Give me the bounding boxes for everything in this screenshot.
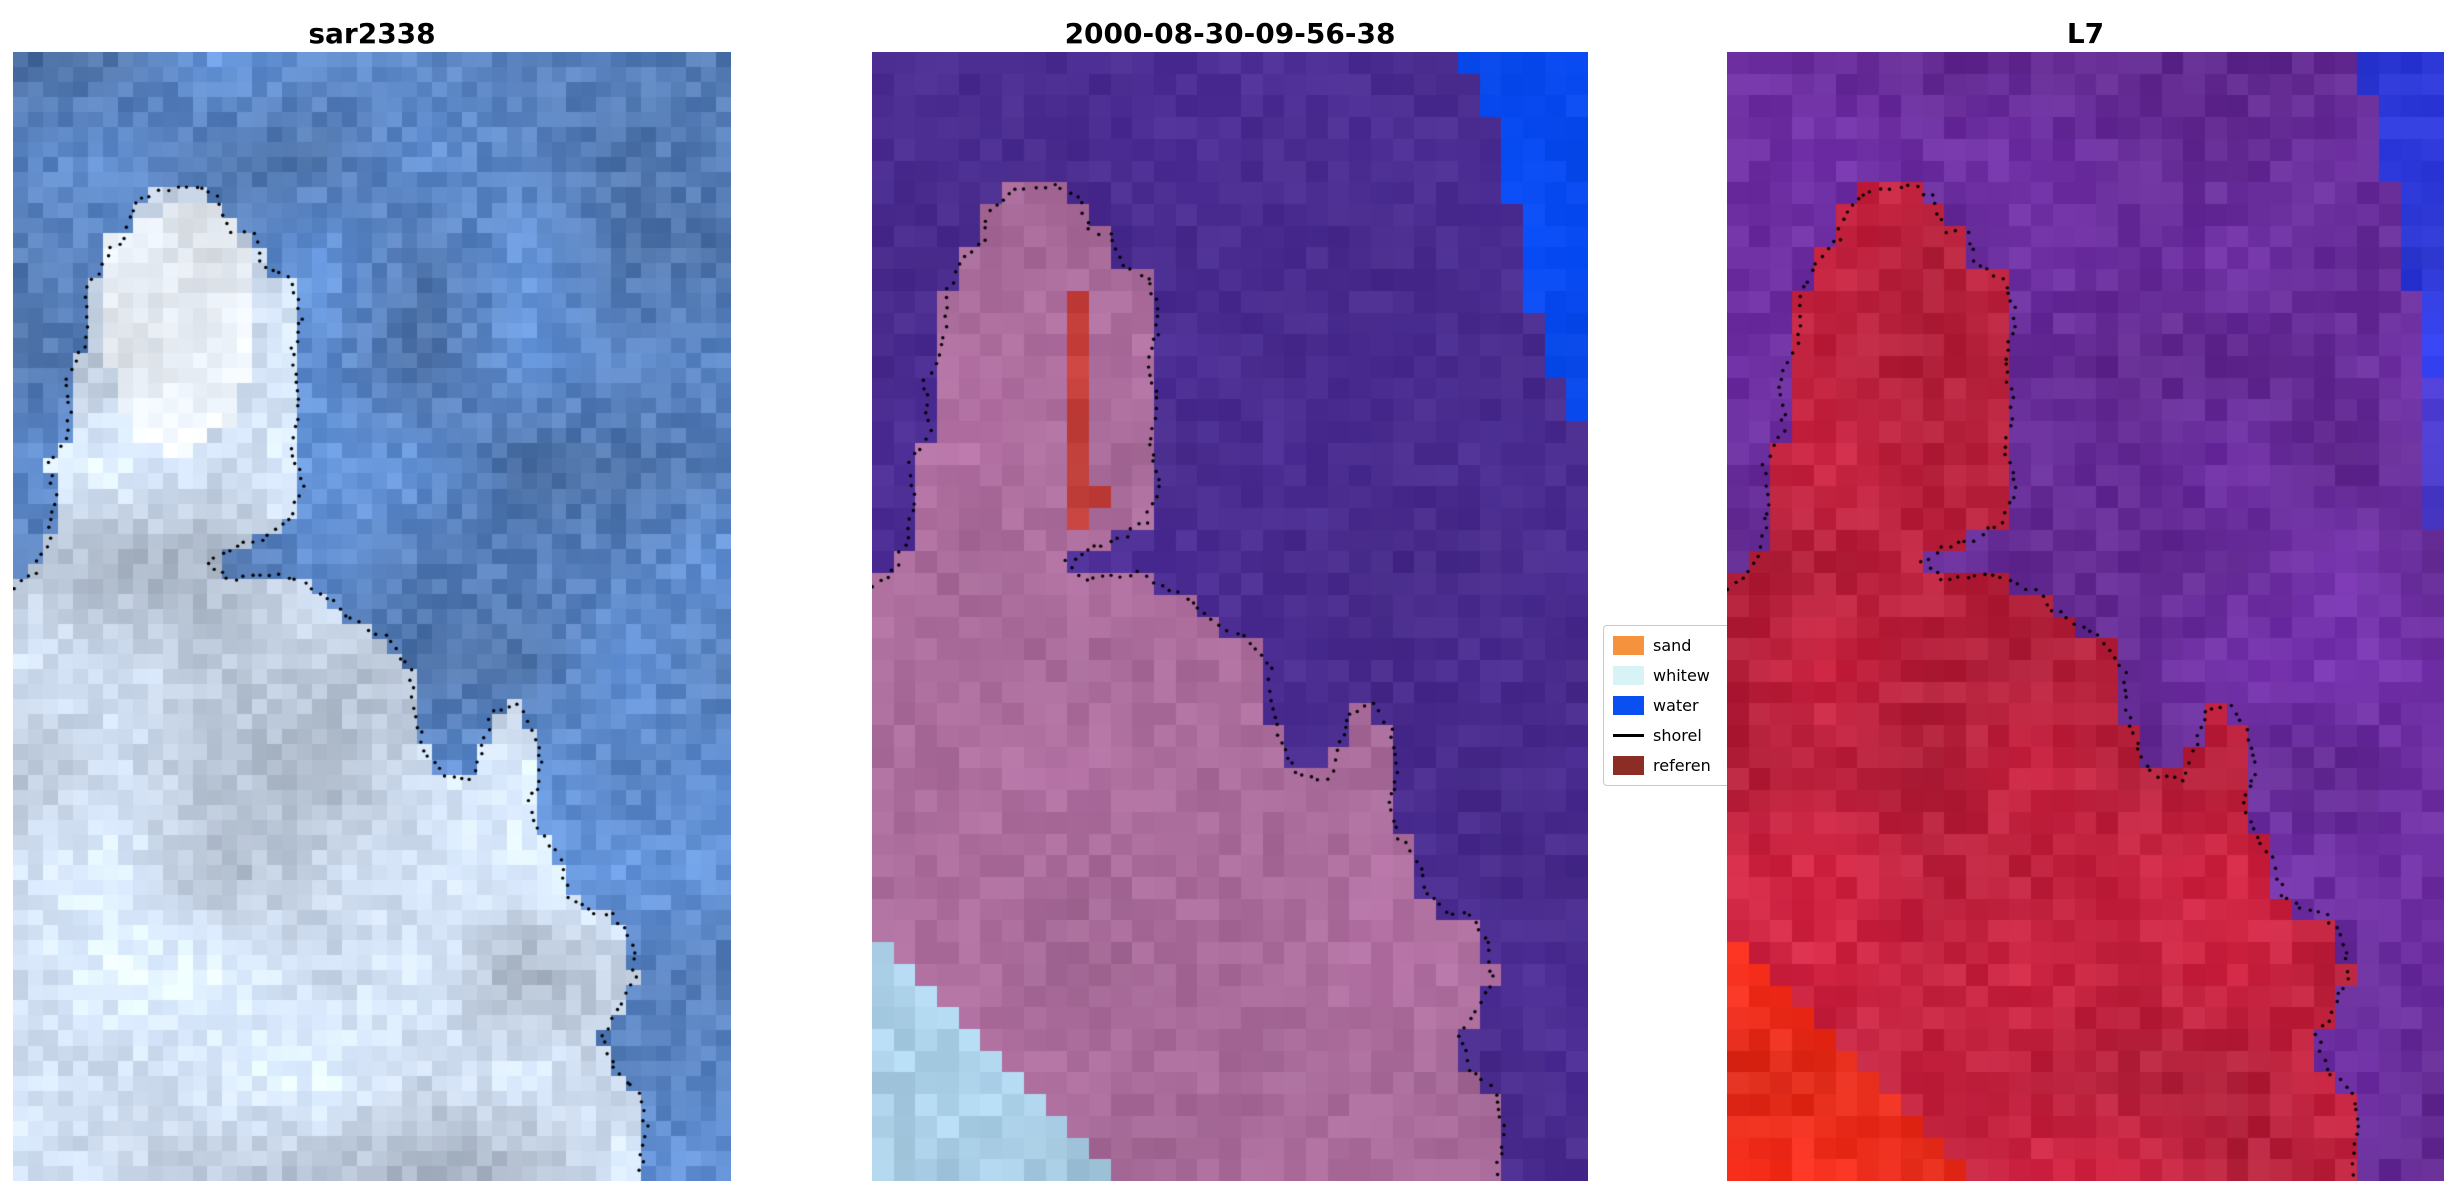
- classified-image: [872, 52, 1588, 1181]
- sand-swatch-icon: [1613, 636, 1644, 655]
- whitewater-swatch-icon: [1613, 666, 1644, 685]
- legend-item-reference: referen: [1613, 754, 1793, 777]
- legend-item-whitewater: whitew: [1613, 664, 1793, 687]
- legend-item-shoreline: shorel: [1613, 724, 1793, 747]
- legend-item-water: water: [1613, 694, 1793, 717]
- sar2338-image: [13, 52, 731, 1181]
- legend-label-whitewater: whitew: [1653, 666, 1710, 685]
- panel-title-l7: L7: [2066, 17, 2105, 50]
- legend-label-shoreline: shorel: [1653, 726, 1702, 745]
- legend-item-sand: sand: [1613, 634, 1793, 657]
- legend-label-sand: sand: [1653, 636, 1692, 655]
- l7-image: [1727, 52, 2444, 1181]
- panel-sar2338: sar2338: [13, 16, 731, 1181]
- legend-label-reference: referen: [1653, 756, 1711, 775]
- panel-2000-08-30-09-56-38: 2000-08-30-09-56-38: [872, 16, 1588, 1181]
- reference-swatch-icon: [1613, 756, 1644, 775]
- water-swatch-icon: [1613, 696, 1644, 715]
- legend-label-water: water: [1653, 696, 1699, 715]
- panel-title-2000-08-30-09-56-38: 2000-08-30-09-56-38: [1064, 17, 1396, 50]
- panel-l7: L7: [1727, 16, 2444, 1181]
- panel-title-sar2338: sar2338: [308, 17, 436, 50]
- shoreline-swatch-icon: [1613, 734, 1644, 737]
